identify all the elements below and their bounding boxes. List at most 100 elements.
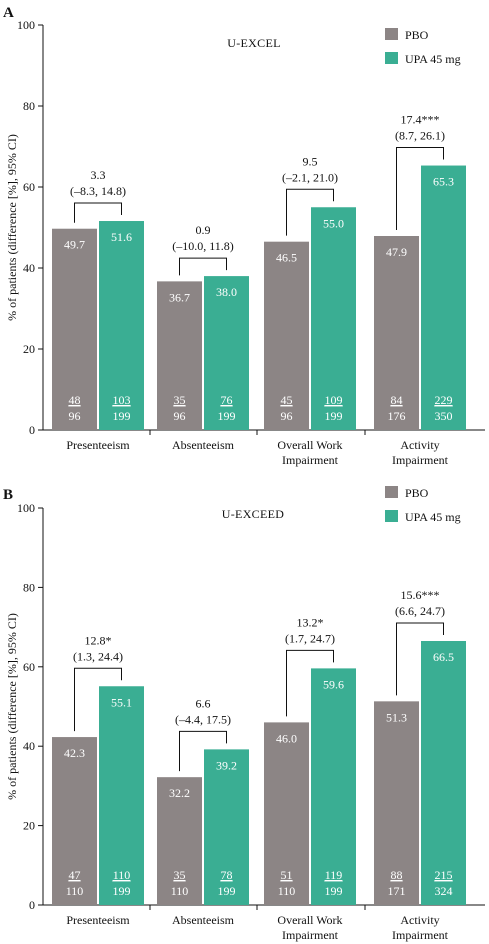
difference-value: 15.6*** (401, 588, 440, 602)
y-tick-label: 80 (23, 580, 35, 594)
n-responders-label: 88 (391, 868, 403, 882)
n-total-label: 199 (218, 884, 236, 898)
panel-letter: A (3, 5, 14, 21)
difference-value: 13.2* (297, 615, 324, 629)
difference-ci: (6.6, 24.7) (395, 604, 445, 618)
legend-swatch-pbo (385, 486, 398, 498)
bar-pbo (374, 701, 419, 905)
y-tick-label: 60 (23, 660, 35, 674)
n-total-label: 350 (435, 409, 453, 423)
bar-value-label: 49.7 (64, 238, 85, 252)
y-tick-label: 100 (17, 501, 35, 515)
bar-pbo (157, 777, 202, 905)
panel-b: B 0 20 40 60 80 100 % of patients (difference [… (3, 486, 485, 942)
bar-value-label: 51.3 (386, 710, 407, 724)
bar-upa (99, 221, 144, 430)
panel-letter: B (3, 487, 13, 503)
bar-pbo (264, 722, 309, 905)
difference-ci: (–4.4, 17.5) (175, 712, 231, 726)
category-label: Activity Impairment (392, 913, 449, 942)
n-total-label: 96 (69, 409, 81, 423)
y-tick-label: 0 (29, 898, 35, 912)
bar-value-label: 42.3 (64, 746, 85, 760)
n-responders-label: 84 (391, 393, 403, 407)
category-label: Presenteeism (66, 438, 130, 452)
difference-bracket (286, 188, 334, 236)
category-label: Overall Work Impairment (277, 913, 342, 942)
n-responders-label: 47 (69, 868, 81, 882)
category-label: Presenteeism (66, 913, 130, 927)
difference-bracket (179, 257, 227, 276)
y-tick-label: 0 (29, 423, 35, 437)
y-tick-label: 40 (23, 261, 35, 275)
bar-pbo (157, 281, 202, 430)
difference-bracket (179, 730, 227, 772)
difference-bracket (396, 147, 444, 231)
difference-ci: (–8.3, 14.8) (70, 184, 126, 198)
bar-pbo (52, 228, 97, 430)
bar-value-label: 46.5 (276, 251, 297, 265)
bar-upa (99, 686, 144, 905)
legend-label: PBO (405, 28, 429, 42)
y-tick-label: 100 (17, 18, 35, 32)
n-total-label: 110 (171, 884, 189, 898)
n-responders-label: 48 (69, 393, 81, 407)
n-total-label: 199 (113, 884, 131, 898)
bar-upa (204, 276, 249, 430)
y-tick-label: 40 (23, 739, 35, 753)
n-responders-label: 76 (221, 393, 233, 407)
difference-ci: (1.7, 24.7) (285, 631, 335, 645)
difference-bracket (74, 667, 122, 732)
bar-upa (311, 668, 356, 905)
n-total-label: 96 (281, 409, 293, 423)
difference-value: 12.8* (85, 633, 112, 647)
category-label: Absenteeism (172, 913, 235, 927)
n-total-label: 324 (435, 884, 453, 898)
difference-value: 3.3 (91, 168, 106, 182)
category-label: Absenteeism (172, 438, 235, 452)
y-axis-label: % of patients (difference [%], 95% CI) (5, 134, 19, 321)
bar-upa (421, 640, 466, 905)
bar-value-label: 47.9 (386, 245, 407, 259)
n-responders-label: 78 (221, 868, 233, 882)
chart-title: U-EXCEED (222, 507, 284, 521)
bar-value-label: 59.6 (323, 677, 344, 691)
y-axis-label: % of patients (difference [%], 95% CI) (5, 613, 19, 800)
n-total-label: 110 (278, 884, 296, 898)
legend-label: PBO (405, 486, 429, 500)
bar-value-label: 55.0 (323, 216, 344, 230)
n-responders-label: 35 (174, 868, 186, 882)
bar-value-label: 51.6 (111, 230, 132, 244)
n-total-label: 199 (218, 409, 236, 423)
n-responders-label: 229 (435, 393, 453, 407)
n-total-label: 199 (325, 884, 343, 898)
bar-pbo (52, 737, 97, 905)
y-tick-label: 60 (23, 180, 35, 194)
bar-value-label: 36.7 (169, 290, 190, 304)
bar-value-label: 65.3 (433, 175, 454, 189)
legend-swatch-pbo (385, 28, 398, 40)
y-tick-label: 20 (23, 819, 35, 833)
y-tick-label: 80 (23, 99, 35, 113)
bar-upa (204, 749, 249, 905)
n-responders-label: 45 (281, 393, 293, 407)
n-total-label: 110 (66, 884, 84, 898)
bar-value-label: 32.2 (169, 786, 190, 800)
difference-value: 9.5 (303, 154, 318, 168)
y-tick-label: 20 (23, 342, 35, 356)
n-total-label: 199 (325, 409, 343, 423)
n-total-label: 176 (388, 409, 406, 423)
category-label: Activity Impairment (392, 438, 449, 467)
bar-value-label: 46.0 (276, 731, 297, 745)
difference-ci: (–10.0, 11.8) (172, 239, 234, 253)
difference-bracket (286, 649, 334, 717)
bar-upa (421, 165, 466, 430)
n-responders-label: 109 (325, 393, 343, 407)
legend-label: UPA 45 mg (405, 510, 461, 524)
bar-upa (311, 207, 356, 430)
difference-ci: (1.3, 24.4) (73, 649, 123, 663)
bar-value-label: 55.1 (111, 695, 132, 709)
n-responders-label: 119 (325, 868, 343, 882)
bar-value-label: 66.5 (433, 650, 454, 664)
